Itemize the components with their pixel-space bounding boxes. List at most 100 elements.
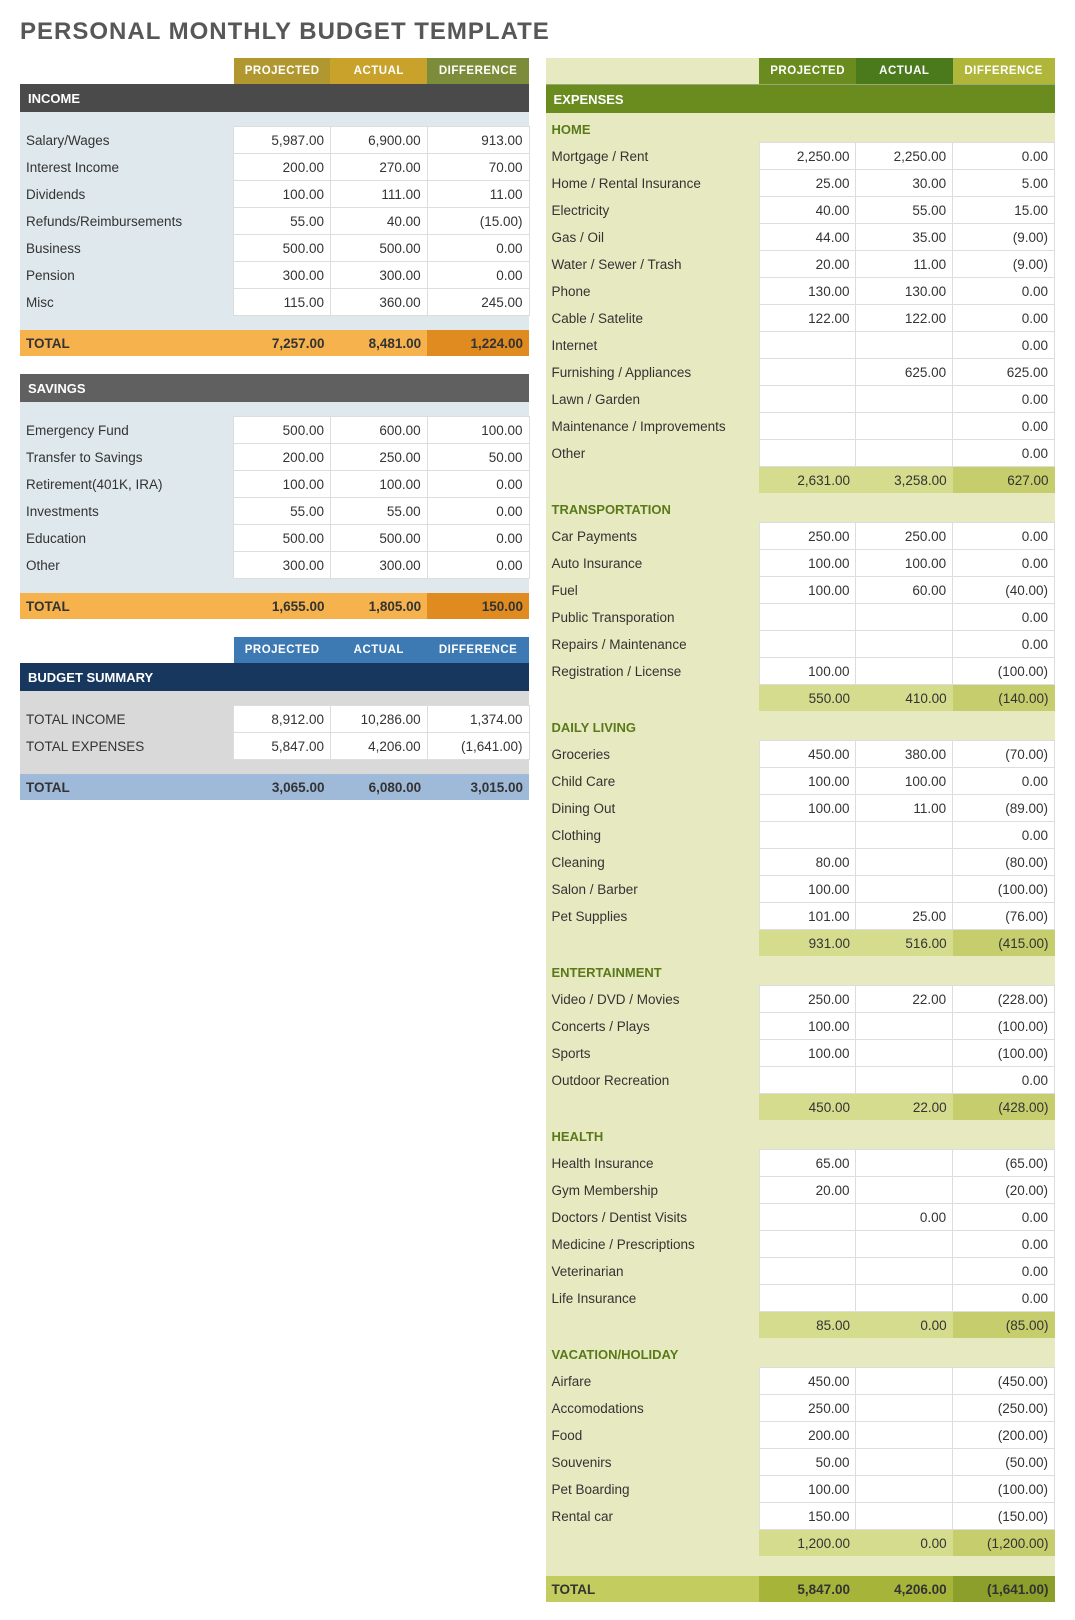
value-cell[interactable] (856, 1013, 953, 1040)
value-cell[interactable]: 0.00 (953, 1204, 1055, 1231)
value-cell[interactable]: 101.00 (759, 903, 856, 930)
value-cell[interactable]: 55.00 (234, 208, 331, 235)
value-cell[interactable]: 40.00 (330, 208, 427, 235)
value-cell[interactable]: 122.00 (759, 305, 856, 332)
value-cell[interactable]: 200.00 (759, 1422, 856, 1449)
value-cell[interactable]: (450.00) (953, 1368, 1055, 1395)
value-cell[interactable]: 30.00 (856, 170, 953, 197)
value-cell[interactable]: 11.00 (856, 795, 953, 822)
value-cell[interactable] (759, 631, 856, 658)
value-cell[interactable]: 50.00 (759, 1449, 856, 1476)
value-cell[interactable]: 250.00 (856, 523, 953, 550)
value-cell[interactable]: 25.00 (759, 170, 856, 197)
value-cell[interactable]: 80.00 (759, 849, 856, 876)
value-cell[interactable] (856, 876, 953, 903)
value-cell[interactable] (759, 359, 856, 386)
value-cell[interactable] (856, 1067, 953, 1094)
value-cell[interactable]: (65.00) (953, 1150, 1055, 1177)
value-cell[interactable]: (9.00) (953, 224, 1055, 251)
value-cell[interactable]: (70.00) (953, 741, 1055, 768)
value-cell[interactable] (856, 1231, 953, 1258)
value-cell[interactable]: (15.00) (427, 208, 529, 235)
value-cell[interactable]: 20.00 (759, 1177, 856, 1204)
value-cell[interactable]: 8,912.00 (234, 706, 331, 733)
value-cell[interactable]: 0.00 (427, 498, 529, 525)
value-cell[interactable]: 0.00 (953, 332, 1055, 359)
value-cell[interactable]: 250.00 (759, 523, 856, 550)
value-cell[interactable]: 40.00 (759, 197, 856, 224)
value-cell[interactable]: 25.00 (856, 903, 953, 930)
value-cell[interactable]: 500.00 (234, 417, 331, 444)
value-cell[interactable] (856, 413, 953, 440)
value-cell[interactable]: 100.00 (759, 876, 856, 903)
value-cell[interactable] (856, 604, 953, 631)
value-cell[interactable]: 0.00 (953, 631, 1055, 658)
value-cell[interactable]: 913.00 (427, 127, 529, 154)
value-cell[interactable]: 50.00 (427, 444, 529, 471)
value-cell[interactable]: 100.00 (759, 768, 856, 795)
value-cell[interactable]: 100.00 (427, 417, 529, 444)
value-cell[interactable]: 100.00 (759, 658, 856, 685)
value-cell[interactable]: 500.00 (234, 525, 331, 552)
value-cell[interactable]: 44.00 (759, 224, 856, 251)
value-cell[interactable]: 500.00 (330, 525, 427, 552)
value-cell[interactable]: 300.00 (234, 552, 331, 579)
value-cell[interactable]: 300.00 (234, 262, 331, 289)
value-cell[interactable]: (40.00) (953, 577, 1055, 604)
value-cell[interactable]: 55.00 (234, 498, 331, 525)
value-cell[interactable]: 100.00 (234, 181, 331, 208)
value-cell[interactable]: 0.00 (953, 143, 1055, 170)
value-cell[interactable] (759, 1231, 856, 1258)
value-cell[interactable] (856, 631, 953, 658)
value-cell[interactable]: (20.00) (953, 1177, 1055, 1204)
value-cell[interactable]: 100.00 (759, 795, 856, 822)
value-cell[interactable]: 100.00 (856, 768, 953, 795)
value-cell[interactable]: 35.00 (856, 224, 953, 251)
value-cell[interactable]: 5.00 (953, 170, 1055, 197)
value-cell[interactable]: 600.00 (330, 417, 427, 444)
value-cell[interactable]: 10,286.00 (330, 706, 427, 733)
value-cell[interactable]: 0.00 (953, 550, 1055, 577)
value-cell[interactable]: 0.00 (953, 1067, 1055, 1094)
value-cell[interactable]: 270.00 (330, 154, 427, 181)
value-cell[interactable] (856, 1258, 953, 1285)
value-cell[interactable] (759, 822, 856, 849)
value-cell[interactable] (759, 1258, 856, 1285)
value-cell[interactable]: 625.00 (856, 359, 953, 386)
value-cell[interactable]: 55.00 (330, 498, 427, 525)
value-cell[interactable] (856, 849, 953, 876)
value-cell[interactable] (759, 386, 856, 413)
value-cell[interactable]: (50.00) (953, 1449, 1055, 1476)
value-cell[interactable]: 0.00 (953, 278, 1055, 305)
value-cell[interactable]: 1,374.00 (427, 706, 529, 733)
value-cell[interactable]: 380.00 (856, 741, 953, 768)
value-cell[interactable]: 0.00 (953, 1258, 1055, 1285)
value-cell[interactable]: 0.00 (953, 523, 1055, 550)
value-cell[interactable]: (76.00) (953, 903, 1055, 930)
value-cell[interactable]: (250.00) (953, 1395, 1055, 1422)
value-cell[interactable]: 360.00 (330, 289, 427, 316)
value-cell[interactable]: 150.00 (759, 1503, 856, 1530)
value-cell[interactable]: 0.00 (427, 471, 529, 498)
value-cell[interactable]: 0.00 (427, 262, 529, 289)
value-cell[interactable]: 100.00 (759, 1040, 856, 1067)
value-cell[interactable]: (228.00) (953, 986, 1055, 1013)
value-cell[interactable]: 130.00 (856, 278, 953, 305)
value-cell[interactable] (856, 1177, 953, 1204)
value-cell[interactable]: (100.00) (953, 1013, 1055, 1040)
value-cell[interactable]: 60.00 (856, 577, 953, 604)
value-cell[interactable]: 100.00 (759, 1013, 856, 1040)
value-cell[interactable]: 250.00 (759, 986, 856, 1013)
value-cell[interactable] (856, 386, 953, 413)
value-cell[interactable]: 100.00 (759, 1476, 856, 1503)
value-cell[interactable]: 300.00 (330, 262, 427, 289)
value-cell[interactable]: 245.00 (427, 289, 529, 316)
value-cell[interactable]: 130.00 (759, 278, 856, 305)
value-cell[interactable]: 0.00 (953, 768, 1055, 795)
value-cell[interactable]: (100.00) (953, 658, 1055, 685)
value-cell[interactable] (759, 1204, 856, 1231)
value-cell[interactable]: 300.00 (330, 552, 427, 579)
value-cell[interactable]: 500.00 (330, 235, 427, 262)
value-cell[interactable] (856, 1476, 953, 1503)
value-cell[interactable]: 100.00 (330, 471, 427, 498)
